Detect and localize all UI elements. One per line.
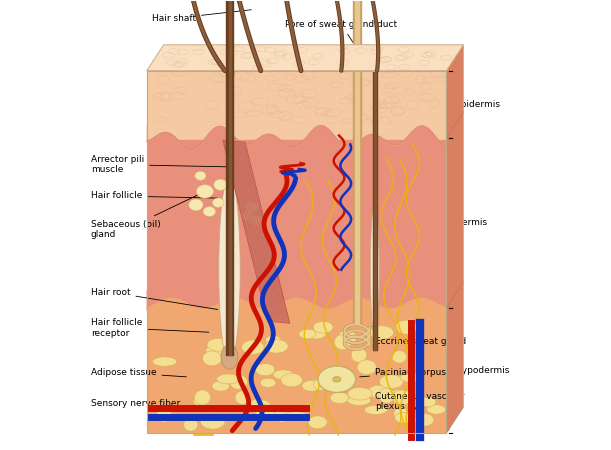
Ellipse shape [196, 185, 213, 198]
Ellipse shape [265, 339, 288, 353]
Polygon shape [223, 140, 290, 324]
Ellipse shape [281, 373, 302, 387]
Text: Hair follicle: Hair follicle [91, 191, 218, 200]
Text: Hair root: Hair root [91, 288, 218, 310]
Ellipse shape [306, 329, 326, 339]
Ellipse shape [194, 396, 208, 406]
Text: Pore of sweat gland duct: Pore of sweat gland duct [285, 20, 398, 46]
Ellipse shape [312, 417, 327, 427]
Ellipse shape [255, 405, 274, 419]
Ellipse shape [392, 390, 414, 405]
Bar [147, 71, 447, 138]
Ellipse shape [400, 373, 423, 382]
Ellipse shape [242, 340, 264, 354]
Ellipse shape [348, 396, 371, 405]
Ellipse shape [273, 370, 294, 379]
Ellipse shape [214, 179, 227, 190]
Ellipse shape [212, 381, 230, 391]
Bar [147, 71, 447, 433]
Text: Eccrine sweat gland: Eccrine sweat gland [364, 337, 466, 346]
Text: Arrector pili
muscle: Arrector pili muscle [91, 155, 227, 174]
Ellipse shape [426, 405, 446, 414]
Ellipse shape [368, 385, 389, 398]
Ellipse shape [221, 345, 238, 369]
Ellipse shape [326, 369, 349, 380]
Ellipse shape [321, 368, 352, 390]
Polygon shape [447, 45, 463, 433]
Text: Hair shaft: Hair shaft [152, 10, 251, 23]
Ellipse shape [260, 378, 276, 387]
Text: Dermis: Dermis [455, 218, 488, 227]
Ellipse shape [379, 375, 403, 389]
Ellipse shape [153, 357, 177, 366]
Ellipse shape [217, 374, 240, 384]
Text: Pacinian corpuscle: Pacinian corpuscle [360, 368, 459, 377]
Ellipse shape [370, 202, 379, 337]
Ellipse shape [415, 413, 434, 426]
Ellipse shape [235, 391, 249, 405]
Ellipse shape [322, 369, 351, 390]
Ellipse shape [246, 400, 270, 410]
Bar [147, 138, 447, 308]
Ellipse shape [203, 207, 216, 216]
Ellipse shape [388, 390, 410, 401]
Ellipse shape [313, 378, 329, 390]
Ellipse shape [284, 411, 308, 420]
Ellipse shape [184, 418, 198, 431]
Ellipse shape [313, 321, 333, 333]
Ellipse shape [420, 397, 436, 407]
Ellipse shape [333, 377, 341, 382]
Ellipse shape [319, 367, 354, 392]
Text: Adipose tissue: Adipose tissue [91, 368, 186, 377]
Ellipse shape [156, 408, 172, 422]
Ellipse shape [206, 346, 227, 355]
Ellipse shape [255, 364, 275, 376]
Ellipse shape [330, 392, 349, 404]
Ellipse shape [194, 390, 210, 405]
Ellipse shape [308, 416, 327, 429]
Ellipse shape [245, 202, 258, 212]
Ellipse shape [250, 216, 263, 225]
Ellipse shape [392, 351, 407, 363]
Ellipse shape [370, 326, 393, 339]
Ellipse shape [207, 338, 231, 351]
Ellipse shape [348, 387, 372, 400]
Ellipse shape [395, 320, 417, 334]
Text: Hypodermis: Hypodermis [455, 366, 510, 375]
Ellipse shape [230, 375, 247, 389]
Ellipse shape [273, 410, 291, 422]
Ellipse shape [395, 413, 411, 423]
Text: Cutaneous vascular
plexus: Cutaneous vascular plexus [375, 392, 464, 411]
Ellipse shape [241, 211, 253, 221]
Ellipse shape [302, 380, 321, 391]
Ellipse shape [189, 199, 203, 211]
Ellipse shape [318, 366, 356, 393]
Ellipse shape [195, 171, 206, 180]
Ellipse shape [338, 330, 356, 345]
Ellipse shape [230, 374, 246, 384]
Ellipse shape [378, 388, 395, 403]
Ellipse shape [320, 367, 354, 391]
Ellipse shape [334, 334, 351, 350]
Ellipse shape [266, 335, 281, 345]
Text: Sensory nerve fiber: Sensory nerve fiber [91, 400, 196, 409]
Ellipse shape [200, 414, 225, 429]
Ellipse shape [351, 348, 367, 362]
Polygon shape [147, 45, 463, 71]
Ellipse shape [213, 198, 224, 207]
Ellipse shape [219, 176, 240, 364]
Text: Hair follicle
receptor: Hair follicle receptor [91, 318, 209, 338]
Ellipse shape [393, 407, 408, 421]
Ellipse shape [299, 329, 316, 339]
Ellipse shape [357, 360, 376, 374]
Bar [147, 308, 447, 433]
Ellipse shape [318, 366, 356, 392]
Ellipse shape [365, 405, 387, 414]
Text: Epidermis: Epidermis [455, 100, 500, 109]
Ellipse shape [203, 351, 222, 366]
Text: Sebaceous (oil)
gland: Sebaceous (oil) gland [91, 195, 198, 239]
Ellipse shape [321, 368, 353, 391]
